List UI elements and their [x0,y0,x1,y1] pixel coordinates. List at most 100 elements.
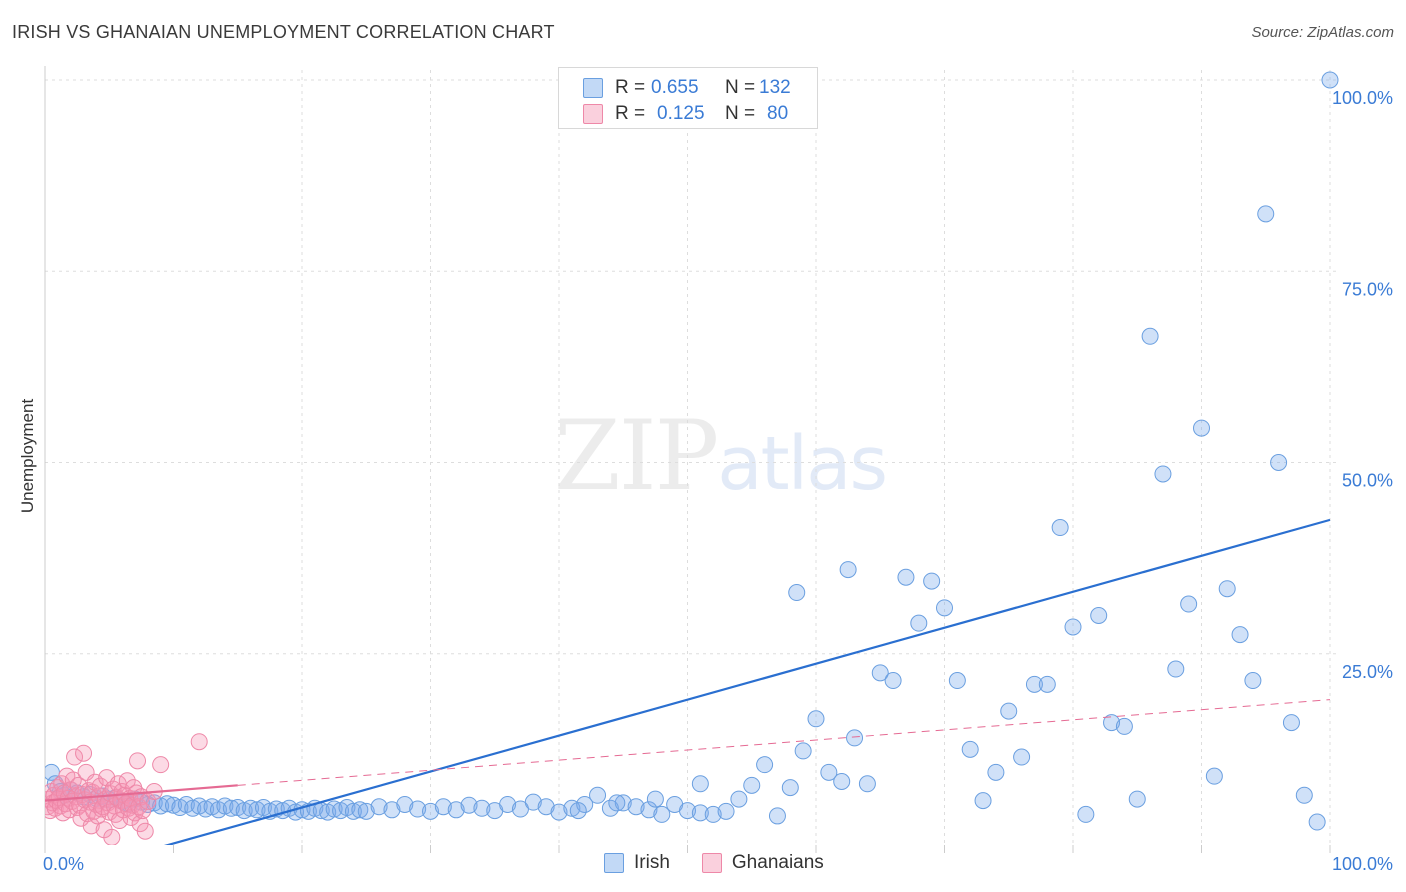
irish-point [858,775,876,793]
irish-point [646,790,664,808]
irish-point [1115,717,1133,735]
irish-point [614,794,632,812]
legend-irish-label: Irish [634,852,670,873]
irish-point [768,807,786,825]
irish-point [370,798,388,816]
irish-point [1051,519,1069,537]
irish-point [165,796,182,814]
irish-point [608,794,626,812]
irish-point [1205,767,1223,785]
irish-point [1193,419,1210,437]
irish-point [460,796,478,814]
irish-point [235,802,253,820]
irish-point [717,802,735,820]
irish-point [422,802,439,820]
irish-point [409,800,427,818]
irish-point [550,803,568,821]
irish-trend-line [163,518,1331,845]
points-group [45,71,1339,845]
ghanaian-point [82,817,100,835]
legend-n-value: 80 [767,103,789,124]
irish-point [1077,805,1095,823]
irish-point [1321,71,1339,89]
ghanaians-trend-line [237,699,1331,786]
ghanaian-point [190,733,208,751]
legend-item-irish[interactable]: Irish [604,852,670,874]
y-tick-label: 75.0% [1342,279,1393,299]
irish-point [640,801,658,819]
series-legend: Irish Ghanaians [604,852,856,874]
irish-point [473,799,491,817]
irish-point [704,805,722,823]
irish-point [936,599,953,617]
irish-point [884,672,902,690]
ghanaians-trend-line [45,784,238,802]
ghanaian-point [103,828,121,845]
x-tick-label: 100.0% [1332,854,1393,874]
irish-point [1013,748,1031,766]
watermark: ZIPatlas [554,400,888,512]
x-tick-label: 0.0% [43,854,84,874]
irish-point [589,786,607,804]
irish-point [242,799,260,817]
irish-point [833,773,851,791]
irish-point [1038,675,1056,693]
irish-point [1270,454,1288,471]
ghanaian-point [69,776,87,794]
ghanaian-point [129,752,147,770]
y-tick-label: 50.0% [1342,471,1393,491]
irish-point [871,664,889,682]
irish-point [1128,790,1146,808]
irish-point [961,740,979,758]
legend-n-label: N = [725,77,756,98]
ghanaian-point [152,756,170,774]
irish-point [1257,205,1275,223]
ghanaian-point [134,802,152,820]
legend-r-value: 0.125 [657,103,705,124]
irish-point [1025,675,1043,693]
chart-title: IRISH VS GHANAIAN UNEMPLOYMENT CORRELATI… [12,22,555,42]
irish-point [1180,595,1198,613]
ghanaians-swatch [583,104,603,124]
irish-point [691,775,709,793]
irish-point [788,584,806,602]
irish-point [499,795,517,813]
irish-point [396,795,414,813]
irish-point [897,568,915,586]
irish-point [563,799,581,817]
irish-point [627,798,645,816]
irish-point [248,801,266,819]
irish-point [679,802,696,820]
irish-point [1141,327,1159,345]
irish-point [1167,660,1185,678]
irish-point [537,798,555,816]
irish-point [158,795,176,813]
irish-point [1103,714,1121,732]
irish-point [576,795,594,813]
irish-point [756,756,774,774]
irish-point [743,776,761,794]
legend-row-irish: R = 0.655 N = 132 [583,76,799,100]
source-label: Source: ZipAtlas.com [1251,24,1394,41]
legend-r-label: R = [615,103,646,124]
irish-point [653,805,671,823]
irish-point [1282,714,1300,732]
irish-point [344,802,362,820]
legend-row-ghanaians: R = 0.125 N = 80 [583,102,799,126]
irish-point [691,804,709,822]
irish-point [794,742,812,760]
irish-point [1231,626,1249,644]
irish-point [152,797,170,815]
legend-r-value: 0.655 [651,77,699,98]
irish-point [781,779,799,797]
watermark-zip: ZIP [554,400,719,512]
irish-point [910,614,928,632]
ghanaian-point [136,822,154,840]
irish-point [1295,786,1313,804]
irish-point [820,763,838,781]
y-tick-label: 100.0% [1332,88,1393,108]
ghanaian-point [66,748,84,766]
legend-item-ghanaians[interactable]: Ghanaians [701,852,824,874]
legend-n-value: 132 [759,77,791,98]
